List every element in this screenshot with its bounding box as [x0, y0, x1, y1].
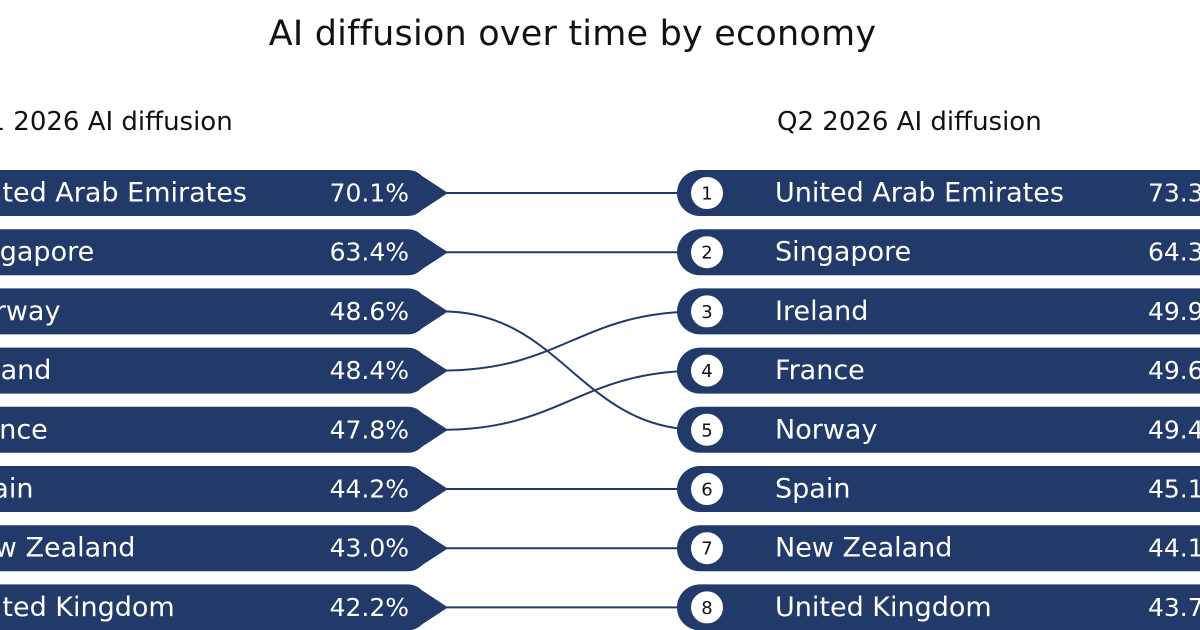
rank-number: 8	[701, 598, 712, 619]
left-country-label: Spain	[0, 474, 33, 505]
right-country-label: Ireland	[775, 296, 868, 327]
rank-number: 7	[701, 539, 712, 560]
left-bar	[0, 170, 448, 216]
right-country-label: Singapore	[775, 237, 911, 268]
right-value-label: 49.6%	[1148, 356, 1200, 385]
right-country-label: France	[775, 355, 865, 386]
right-bar	[677, 525, 1200, 572]
right-rows: 1 United Arab Emirates 73.3% 2 Singapore 64.3…	[677, 170, 1200, 630]
left-bar	[0, 288, 448, 335]
rank-number: 5	[701, 420, 712, 441]
left-value-label: 43.0%	[330, 534, 409, 563]
right-country-label: New Zealand	[775, 533, 952, 564]
right-country-label: Spain	[775, 474, 850, 505]
right-value-label: 49.9%	[1148, 297, 1200, 326]
right-value-label: 44.1%	[1148, 534, 1200, 563]
left-country-label: New Zealand	[0, 533, 135, 564]
right-bar	[677, 288, 1200, 335]
right-bar	[677, 466, 1200, 512]
connector-layer	[441, 191, 701, 609]
left-value-label: 48.4%	[330, 356, 409, 385]
left-country-label: Singapore	[0, 237, 94, 268]
right-country-label: United Arab Emirates	[775, 178, 1064, 209]
left-bar	[0, 466, 448, 512]
left-country-label: France	[0, 414, 48, 445]
right-bar	[677, 584, 1200, 630]
connector-line	[441, 369, 701, 431]
left-value-label: 70.1%	[330, 179, 409, 208]
rank-badge	[689, 234, 725, 271]
left-bar	[0, 229, 448, 276]
left-bar	[0, 347, 448, 394]
left-rows: United Arab Emirates 70.1% Singapore 63.4% N…	[0, 170, 448, 630]
left-value-label: 63.4%	[330, 238, 409, 267]
rank-badge	[689, 471, 725, 507]
left-value-label: 48.6%	[330, 297, 409, 326]
rank-badge	[689, 530, 725, 567]
left-value-label: 47.8%	[330, 415, 409, 444]
right-bar	[677, 406, 1200, 453]
left-value-label: 44.2%	[330, 475, 409, 504]
rank-number: 2	[701, 243, 712, 264]
right-value-label: 73.3%	[1148, 179, 1200, 208]
right-country-label: Norway	[775, 414, 877, 445]
rank-badge	[689, 411, 725, 448]
left-column-header: Q1 2026 AI diffusion	[0, 107, 233, 137]
right-value-label: 45.1%	[1148, 475, 1200, 504]
left-bar	[0, 584, 448, 630]
right-country-label: United Kingdom	[775, 592, 992, 623]
connector-line	[441, 310, 701, 431]
connector-line	[441, 310, 701, 372]
left-country-label: Norway	[0, 296, 60, 327]
left-country-label: United Arab Emirates	[0, 178, 247, 209]
right-bar	[677, 170, 1200, 216]
chart-title: AI diffusion over time by economy	[268, 14, 877, 54]
rank-number: 1	[701, 184, 712, 205]
left-country-label: Ireland	[0, 355, 51, 386]
right-value-label: 43.7%	[1148, 593, 1200, 622]
rank-number: 4	[701, 361, 712, 382]
left-bar	[0, 525, 448, 572]
rank-number: 6	[701, 480, 712, 501]
rank-badge	[689, 352, 725, 389]
left-bar	[0, 406, 448, 453]
left-value-label: 42.2%	[330, 593, 409, 622]
right-value-label: 64.3%	[1148, 238, 1200, 267]
rank-badge	[689, 293, 725, 330]
rank-badge	[689, 175, 725, 211]
right-bar	[677, 229, 1200, 276]
rank-badge	[689, 589, 725, 626]
right-column-header: Q2 2026 AI diffusion	[777, 107, 1042, 137]
right-value-label: 49.4%	[1148, 415, 1200, 444]
rank-number: 3	[701, 302, 712, 323]
left-country-label: United Kingdom	[0, 592, 175, 623]
right-bar	[677, 347, 1200, 394]
